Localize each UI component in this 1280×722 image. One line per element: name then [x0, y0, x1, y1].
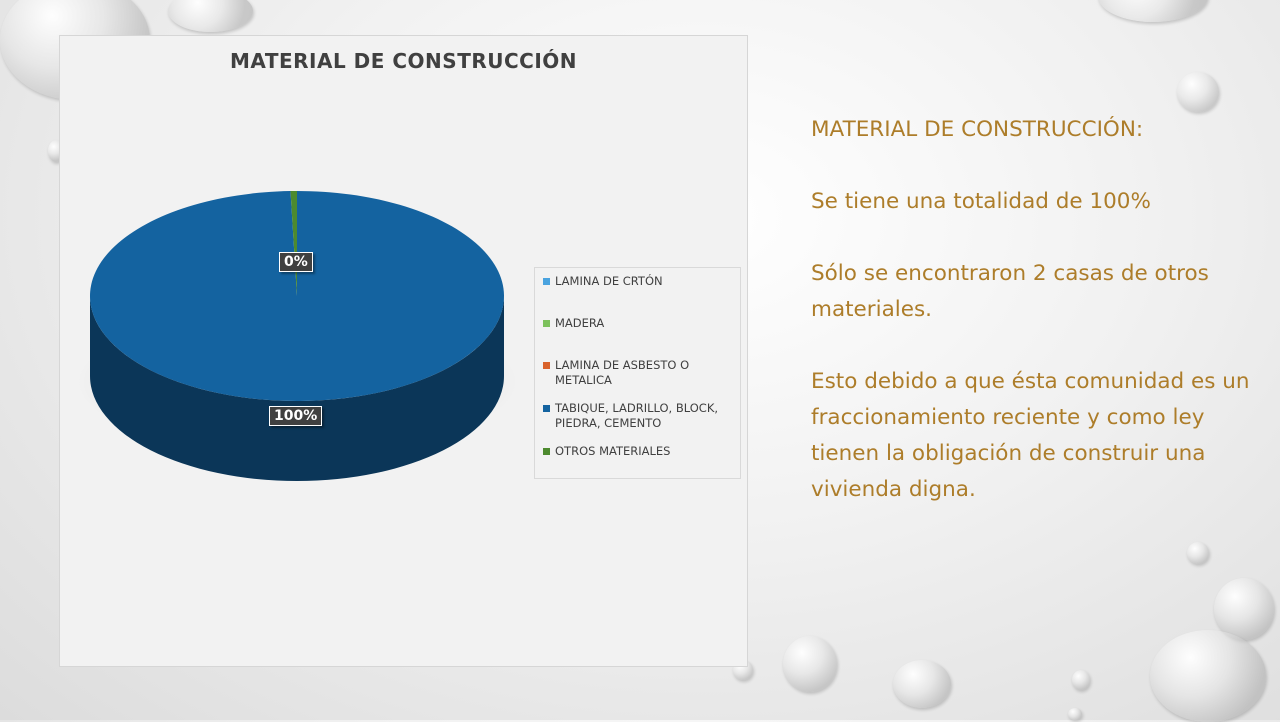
- legend-label: LAMINA DE ASBESTO O METALICA: [555, 358, 690, 387]
- legend-item: LAMINA DE CRTÓN: [543, 274, 738, 289]
- legend-label: LAMINA DE CRTÓN: [555, 274, 663, 288]
- data-label-otros: 0%: [279, 252, 313, 272]
- chart-frame: MATERIAL DE CONSTRUCCIÓN 0% 100% LAMINA …: [59, 35, 748, 667]
- side-paragraph-explanation: Esto debido a que ésta comunidad es un f…: [811, 369, 1250, 502]
- legend-item: OTROS MATERIALES: [543, 444, 738, 459]
- legend-label: TABIQUE, LADRILLO, BLOCK, PIEDRA, CEMENT…: [555, 401, 719, 430]
- legend-item: LAMINA DE ASBESTO O METALICA: [543, 358, 738, 388]
- side-text-panel: MATERIAL DE CONSTRUCCIÓN: Se tiene una t…: [811, 112, 1251, 508]
- side-paragraph-houses: Sólo se encontraron 2 casas de otros mat…: [811, 261, 1209, 322]
- legend-swatch: [543, 320, 550, 327]
- legend-item: TABIQUE, LADRILLO, BLOCK, PIEDRA, CEMENT…: [543, 401, 738, 431]
- water-drop-decoration: [1072, 670, 1090, 690]
- pie-chart: [76, 191, 518, 481]
- pie-side-3: [90, 296, 504, 481]
- legend-swatch: [543, 405, 550, 412]
- water-drop-decoration: [893, 660, 951, 708]
- water-drop-decoration: [168, 0, 253, 32]
- water-drop-decoration: [1150, 630, 1266, 722]
- water-drop-decoration: [1214, 578, 1274, 640]
- side-heading: MATERIAL DE CONSTRUCCIÓN:: [811, 117, 1144, 142]
- water-drop-decoration: [1098, 0, 1208, 22]
- legend-label: OTROS MATERIALES: [555, 444, 671, 458]
- data-label-tabique: 100%: [269, 406, 323, 426]
- legend-label: MADERA: [555, 316, 605, 330]
- pie-slice-3: [89, 191, 504, 401]
- water-drop-decoration: [783, 636, 837, 692]
- legend-swatch: [543, 278, 550, 285]
- legend-swatch: [543, 448, 550, 455]
- water-drop-decoration: [1177, 72, 1219, 112]
- water-drop-decoration: [1187, 542, 1209, 564]
- water-drop-decoration: [1068, 708, 1082, 720]
- legend-swatch: [543, 362, 550, 369]
- legend-item: MADERA: [543, 316, 738, 331]
- chart-title: MATERIAL DE CONSTRUCCIÓN: [229, 49, 578, 73]
- side-paragraph-total: Se tiene una totalidad de 100%: [811, 189, 1151, 214]
- chart-legend: LAMINA DE CRTÓN MADERA LAMINA DE ASBESTO O…: [534, 267, 741, 479]
